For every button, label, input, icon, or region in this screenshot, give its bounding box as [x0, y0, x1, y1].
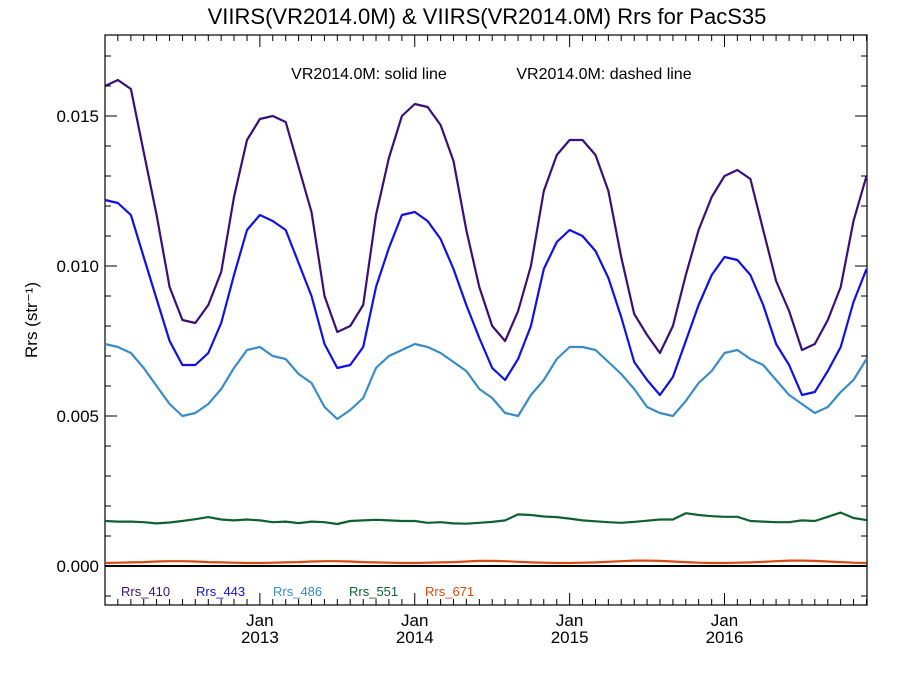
x-tick-label-month: Jan — [246, 611, 273, 630]
x-tick-label-month: Jan — [401, 611, 428, 630]
x-tick-label-month: Jan — [711, 611, 738, 630]
chart-title: VIIRS(VR2014.0M) & VIIRS(VR2014.0M) Rrs … — [208, 4, 767, 29]
series-line-rrs_443 — [104, 198, 868, 397]
legend-item-rrs_443: Rrs_443 — [196, 584, 245, 599]
legend-item-rrs_486: Rrs_486 — [273, 584, 322, 599]
series-layer — [104, 78, 868, 565]
y-tick-label: 0.010 — [56, 257, 99, 276]
y-tick-label: 0.000 — [56, 557, 99, 576]
x-tick-label-year: 2016 — [706, 628, 744, 647]
plot-frame — [104, 34, 868, 606]
x-tick-label-year: 2015 — [551, 628, 589, 647]
legend-item-rrs_410: Rrs_410 — [121, 584, 170, 599]
x-tick-label-year: 2013 — [241, 628, 279, 647]
series-line-rrs_410 — [104, 78, 868, 355]
y-axis-label: Rrs (str⁻¹) — [22, 282, 41, 358]
y-axis: 0.000 0.005 0.010 0.015 — [56, 55, 867, 597]
x-tick-label-month: Jan — [556, 611, 583, 630]
series-line-rrs_486 — [104, 342, 868, 421]
legend-item-rrs_671: Rrs_671 — [425, 584, 474, 599]
x-tick-label-year: 2014 — [396, 628, 434, 647]
annotation-dashed-line: VR2014.0M: dashed line — [516, 66, 691, 83]
y-tick-label: 0.015 — [56, 107, 99, 126]
legend-item-rrs_551: Rrs_551 — [349, 584, 398, 599]
legend: Rrs_410 Rrs_443 Rrs_486 Rrs_551 Rrs_671 — [121, 584, 474, 599]
plot-border — [104, 34, 868, 606]
annotation-solid-line: VR2014.0M: solid line — [291, 66, 447, 83]
series-line-rrs_671 — [104, 559, 867, 565]
series-line-rrs_551 — [104, 511, 867, 526]
y-tick-label: 0.005 — [56, 407, 99, 426]
